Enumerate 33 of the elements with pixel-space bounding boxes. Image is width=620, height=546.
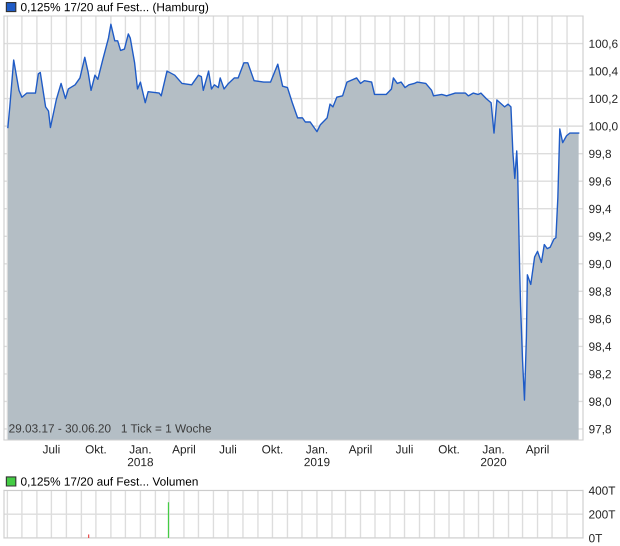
y-tick-label: 100,6 xyxy=(589,40,618,50)
y-tick-label: 400T xyxy=(588,486,616,495)
y-tick-label: 100,2 xyxy=(589,94,618,104)
y-tick-label: 0T xyxy=(589,534,602,542)
annotation: 29.03.17 - 30.06.20 1 Tick = 1 Woche xyxy=(9,424,212,433)
y-tick-label: 99,0 xyxy=(589,260,612,270)
x-tick-label: Jan. 2020 xyxy=(480,445,506,466)
y-tick-label: 99,6 xyxy=(589,177,612,187)
y-tick-label: 100,4 xyxy=(589,67,618,77)
y-tick-label: 98,2 xyxy=(589,370,611,380)
y-tick-label: 99,4 xyxy=(589,204,612,215)
legend-label: 0,125% 17/20 auf Fest... (Hamburg) xyxy=(20,2,208,14)
x-tick-label: Juli xyxy=(219,444,236,454)
x-tick-label: Okt. xyxy=(86,444,106,454)
x-tick-label: April xyxy=(526,444,549,456)
legend-label: 0,125% 17/20 auf Fest... Volumen xyxy=(20,477,198,488)
y-tick-label: 97,8 xyxy=(589,425,612,435)
y-tick-label: 98,4 xyxy=(589,342,612,352)
y-tick-label: 98,6 xyxy=(589,314,612,325)
x-tick-label: Okt. xyxy=(438,444,459,454)
y-tick-label: 98,8 xyxy=(589,287,612,298)
y-tick-label: 99,2 xyxy=(589,232,611,242)
y-tick-label: 200T xyxy=(589,510,616,519)
x-tick-label: April xyxy=(172,444,195,456)
x-tick-label: Jan. 2019 xyxy=(304,445,330,466)
x-tick-label: Jan. 2018 xyxy=(128,445,154,466)
x-tick-label: Okt. xyxy=(262,444,282,454)
y-tick-label: 98,0 xyxy=(589,397,612,408)
x-tick-label: April xyxy=(348,444,372,456)
x-tick-label: Juli xyxy=(42,444,60,454)
y-tick-label: 99,8 xyxy=(589,150,612,160)
y-tick-label: 100,0 xyxy=(589,122,618,132)
x-tick-label: Juli xyxy=(396,444,413,454)
